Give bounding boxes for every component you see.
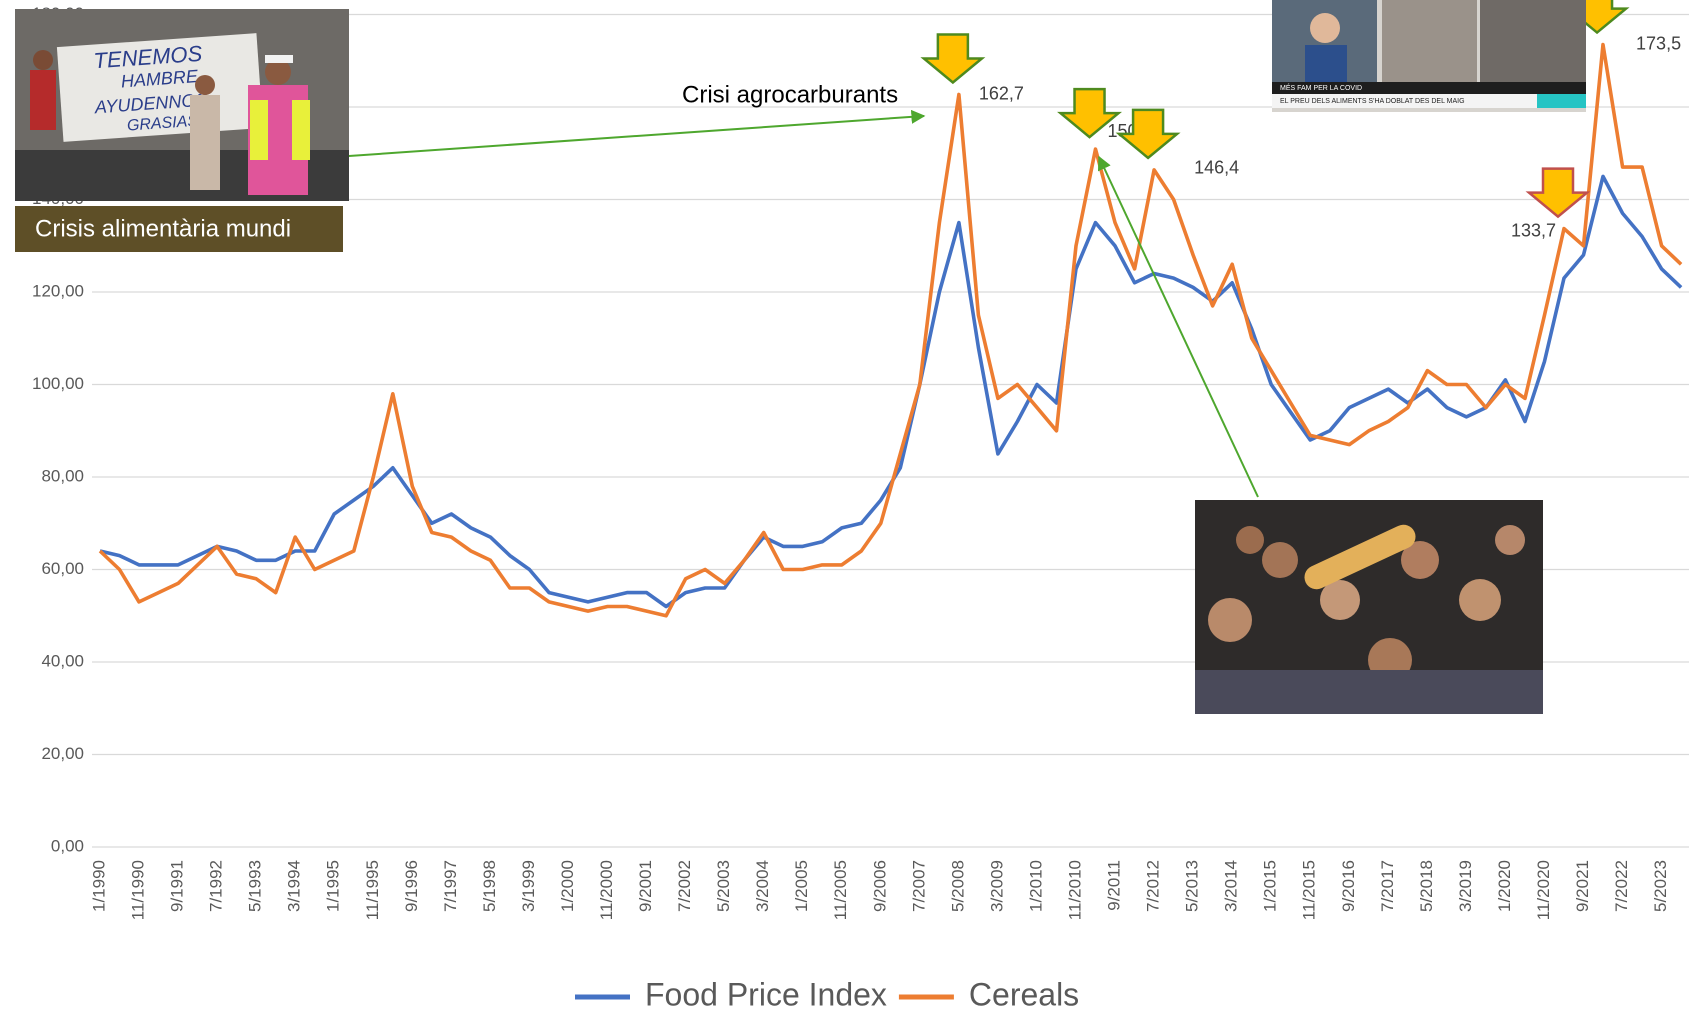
x-tick-label: 9/1996 bbox=[402, 860, 421, 912]
x-tick-label: 11/1990 bbox=[129, 860, 148, 920]
y-tick-label: 60,00 bbox=[41, 559, 84, 578]
y-tick-label: 40,00 bbox=[41, 651, 84, 670]
x-tick-label: 5/2013 bbox=[1183, 860, 1202, 912]
value-label: 133,7 bbox=[1511, 220, 1556, 240]
x-tick-label: 5/2018 bbox=[1417, 860, 1436, 912]
vest bbox=[292, 100, 310, 160]
x-tick-label: 11/2005 bbox=[831, 860, 850, 920]
value-label: 162,7 bbox=[979, 83, 1024, 103]
chart: 0,0020,0040,0060,0080,00100,00120,00140,… bbox=[0, 0, 1689, 1011]
pointer-arrow bbox=[1099, 157, 1258, 497]
x-tick-label: 1/1995 bbox=[324, 860, 343, 912]
caption-text: Crisis alimentària mundi bbox=[35, 215, 291, 242]
x-tick-label: 9/2011 bbox=[1105, 860, 1124, 911]
protest-photo: TENEMOS HAMBRE AYUDENNOS GRASIAS bbox=[15, 9, 349, 201]
x-tick-label: 7/1992 bbox=[207, 860, 226, 912]
x-tick-label: 11/2015 bbox=[1300, 860, 1319, 920]
callout-arrow bbox=[1119, 110, 1177, 158]
x-tick-label: 5/2023 bbox=[1651, 860, 1670, 912]
x-tick-label: 11/1995 bbox=[363, 860, 382, 920]
x-tick-label: 1/2000 bbox=[558, 860, 577, 912]
x-tick-label: 5/1993 bbox=[246, 860, 265, 912]
ruins bbox=[1480, 0, 1586, 82]
x-tick-label: 5/2008 bbox=[948, 860, 967, 912]
overlay: TENEMOS HAMBRE AYUDENNOS GRASIAS Crisis … bbox=[15, 0, 1586, 714]
x-tick-label: 5/1998 bbox=[480, 860, 499, 912]
x-tick-label: 9/2021 bbox=[1573, 860, 1592, 912]
x-tick-label: 9/2016 bbox=[1339, 860, 1358, 912]
x-tick-label: 11/2020 bbox=[1534, 860, 1553, 920]
person bbox=[190, 95, 220, 190]
value-label: 146,4 bbox=[1194, 158, 1239, 178]
page: {"chart_data": { "type": "line", "catego… bbox=[0, 0, 1689, 1011]
pointer-arrow bbox=[349, 116, 924, 156]
callout-arrow bbox=[924, 35, 982, 83]
x-tick-label: 7/2017 bbox=[1378, 860, 1397, 912]
y-tick-label: 20,00 bbox=[41, 744, 84, 763]
x-tick-label: 9/1991 bbox=[168, 860, 187, 912]
x-tick-label: 3/2014 bbox=[1222, 860, 1241, 912]
x-tick-label: 7/2022 bbox=[1612, 860, 1631, 912]
strap-text: MÉS FAM PER LA COVID bbox=[1280, 83, 1362, 92]
tv-photo: MÉS FAM PER LA COVID EL PREU DELS ALIMEN… bbox=[1272, 0, 1586, 112]
strap-accent bbox=[1537, 94, 1586, 108]
ruins bbox=[1382, 0, 1477, 82]
value-label: 173,5 bbox=[1636, 33, 1681, 53]
x-tick-label: 3/1994 bbox=[285, 860, 304, 912]
legend-label: Cereals bbox=[969, 976, 1079, 1011]
x-tick-label: 1/1990 bbox=[89, 860, 108, 912]
legend-label: Food Price Index bbox=[645, 976, 887, 1011]
x-tick-label: 3/2009 bbox=[987, 860, 1006, 912]
x-tick-label: 7/2012 bbox=[1144, 860, 1163, 912]
x-tick-label: 5/2003 bbox=[714, 860, 733, 912]
x-tick-label: 1/2010 bbox=[1026, 860, 1045, 912]
crowd-photo bbox=[1195, 500, 1543, 714]
callout-arrow bbox=[1529, 169, 1587, 217]
vest bbox=[250, 100, 268, 160]
x-tick-label: 3/2019 bbox=[1456, 860, 1475, 912]
presenter-head bbox=[1310, 13, 1340, 43]
y-tick-label: 80,00 bbox=[41, 466, 84, 485]
person bbox=[30, 70, 56, 130]
y-tick-label: 0,00 bbox=[51, 836, 84, 855]
person-head bbox=[33, 50, 53, 70]
cap bbox=[265, 55, 293, 63]
x-tick-label: 11/2000 bbox=[597, 860, 616, 920]
x-tick-label: 9/2001 bbox=[636, 860, 655, 912]
x-tick-label: 7/1997 bbox=[441, 860, 460, 912]
strap-text: EL PREU DELS ALIMENTS S'HA DOBLAT DES DE… bbox=[1280, 98, 1465, 105]
x-tick-label: 3/2004 bbox=[753, 860, 772, 912]
x-tick-label: 1/2015 bbox=[1261, 860, 1280, 912]
y-tick-label: 100,00 bbox=[32, 374, 84, 393]
x-tick-label: 11/2010 bbox=[1065, 860, 1084, 920]
clothes bbox=[1195, 670, 1543, 714]
x-tick-label: 1/2005 bbox=[792, 860, 811, 912]
person-head bbox=[195, 75, 215, 95]
x-tick-label: 7/2002 bbox=[675, 860, 694, 912]
annotation: Crisi agrocarburants bbox=[682, 81, 898, 108]
y-tick-label: 120,00 bbox=[32, 281, 84, 300]
x-tick-label: 3/1999 bbox=[519, 860, 538, 912]
presenter-body bbox=[1305, 45, 1347, 82]
x-tick-label: 1/2020 bbox=[1495, 860, 1514, 912]
x-tick-label: 7/2007 bbox=[909, 860, 928, 912]
x-tick-label: 9/2006 bbox=[870, 860, 889, 912]
